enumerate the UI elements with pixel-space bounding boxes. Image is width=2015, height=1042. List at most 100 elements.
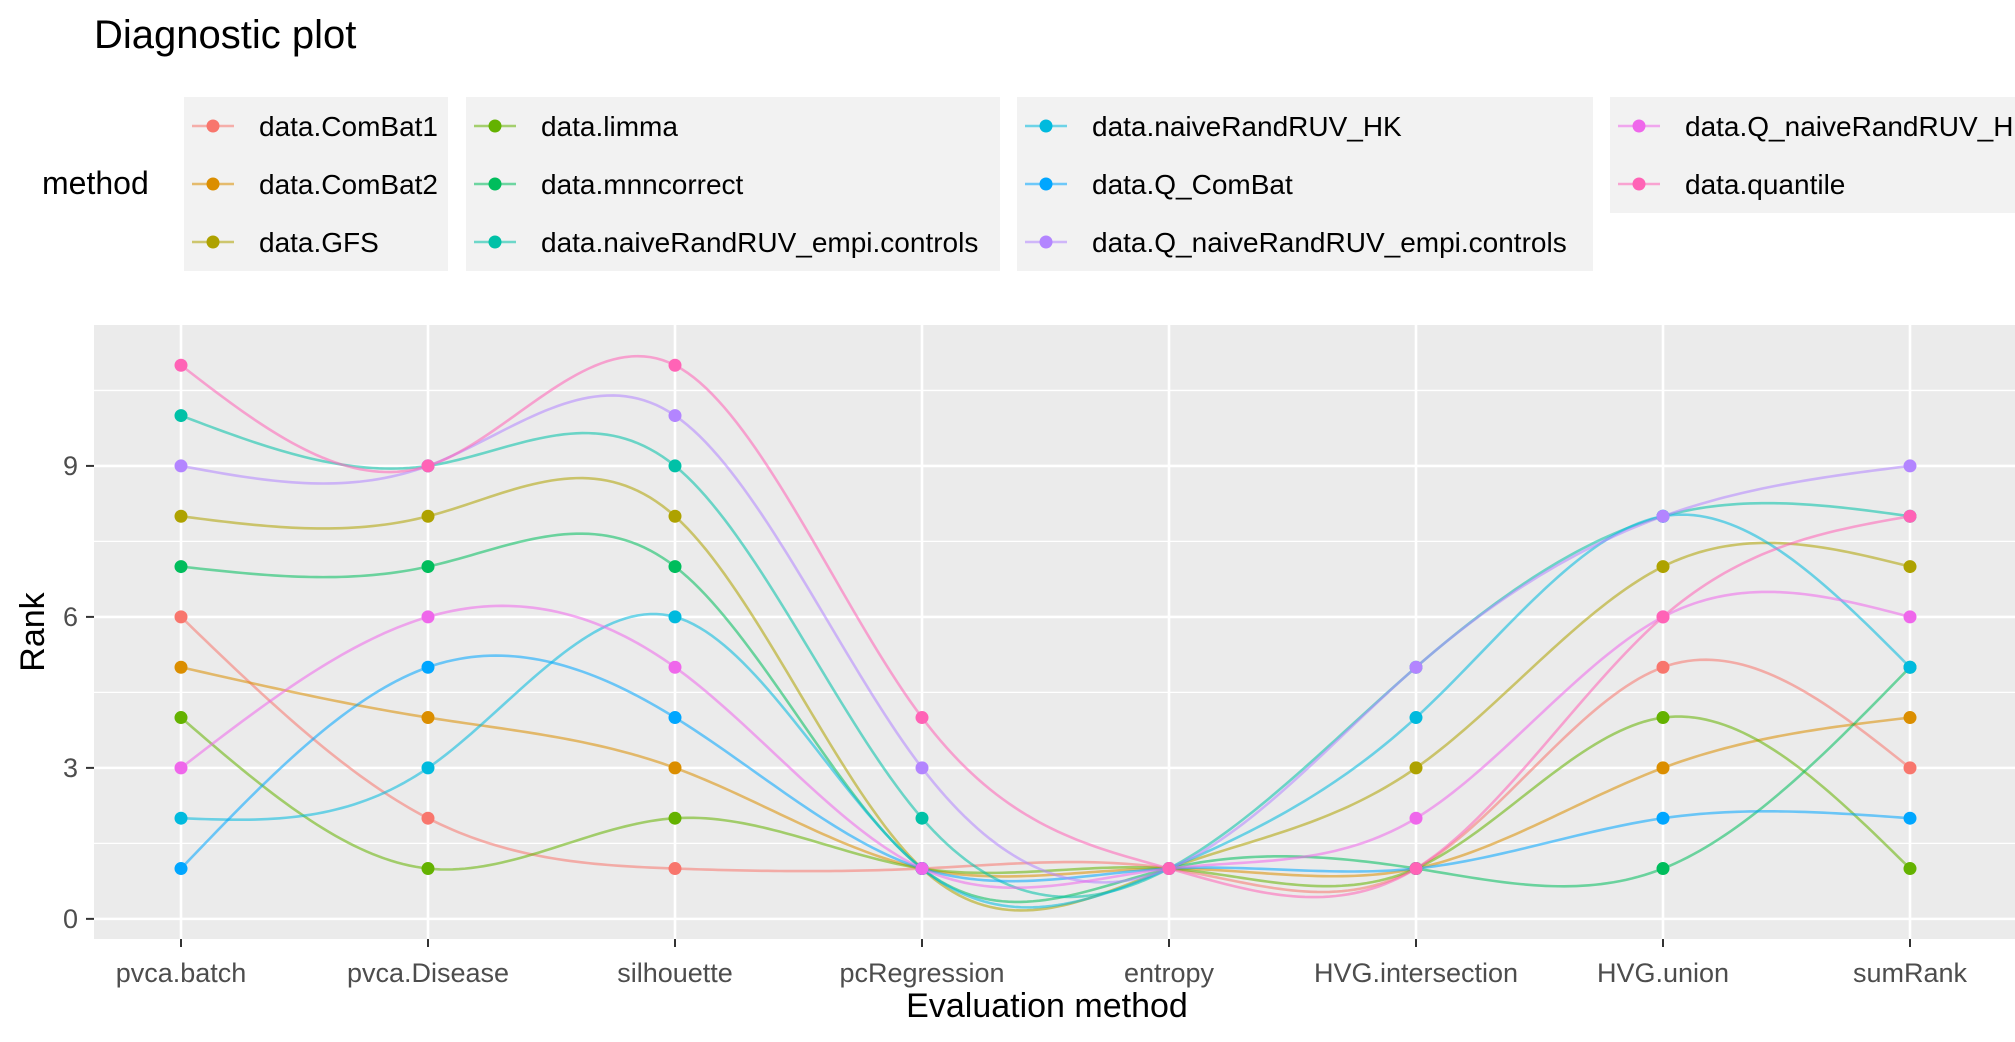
legend-label-data-combat1: data.ComBat1 [259,111,438,142]
point-data-limma-pvca-disease [421,862,435,876]
point-data-q-naiverandruv-empi-controls-pvca-batch [174,459,188,473]
legend-label-data-q-naiverandruv-empi-controls: data.Q_naiveRandRUV_empi.controls [1092,227,1567,258]
x-axis-title: Evaluation method [906,987,1188,1025]
y-tick-label: 0 [63,904,78,934]
legend-key-point [1632,177,1646,191]
legend-label-data-limma: data.limma [541,111,678,142]
legend-title: method [42,165,149,201]
point-data-gfs-hvg-intersection [1409,761,1423,775]
series-line-data-naiverandruv-hk [180,513,1911,909]
point-data-quantile-pvca-disease [421,459,435,473]
point-data-q-naiverandruv-empi-controls-pcregression [915,761,929,775]
series-lines [180,354,1911,912]
x-tick-label-pcregression: pcRegression [839,958,1004,988]
x-tick-label-entropy: entropy [1124,958,1215,988]
x-tick-label-hvg-intersection: HVG.intersection [1314,958,1518,988]
point-data-gfs-pvca-disease [421,509,435,523]
legend-key-point [488,119,502,133]
series-line-data-combat2 [180,665,1911,878]
legend-key-point [1039,177,1053,191]
point-data-limma-sumrank [1903,862,1917,876]
point-data-combat1-pvca-batch [174,610,188,624]
legend-label-data-naiverandruv-hk: data.naiveRandRUV_HK [1092,111,1402,142]
point-data-quantile-pvca-batch [174,358,188,372]
point-data-q-naiverandruv-hk-pvca-batch [174,761,188,775]
point-data-gfs-silhouette [668,509,682,523]
x-axis: pvca.batch pvca.Disease silhouette pcRegres… [116,939,1968,988]
legend-column-bg [466,97,1000,271]
point-data-q-combat-hvg-union [1656,811,1670,825]
point-data-limma-pvca-batch [174,711,188,725]
series-line-data-mnncorrect [180,532,1911,904]
point-data-naiverandruv-hk-pvca-disease [421,761,435,775]
y-tick-label: 9 [63,451,78,481]
point-data-combat1-pvca-disease [421,811,435,825]
x-tick-label-silhouette: silhouette [617,958,733,988]
point-data-gfs-sumrank [1903,560,1917,574]
point-data-q-naiverandruv-hk-hvg-intersection [1409,811,1423,825]
legend-key-point [206,177,220,191]
point-data-combat2-silhouette [668,761,682,775]
point-data-q-naiverandruv-hk-pcregression [915,862,929,876]
point-data-combat2-hvg-union [1656,761,1670,775]
point-data-naiverandruv-hk-hvg-intersection [1409,711,1423,725]
chart-title: Diagnostic plot [94,13,356,57]
point-data-quantile-entropy [1162,862,1176,876]
series-line-data-combat1 [180,615,1911,894]
point-data-combat1-hvg-union [1656,660,1670,674]
point-data-quantile-hvg-intersection [1409,862,1423,876]
x-tick-label-hvg-union: HVG.union [1597,958,1729,988]
point-data-gfs-hvg-union [1656,560,1670,574]
point-data-limma-silhouette [668,811,682,825]
y-tick-label: 6 [63,602,78,632]
y-axis: 0 3 6 9 [63,451,94,934]
point-data-q-naiverandruv-empi-controls-hvg-intersection [1409,660,1423,674]
point-data-mnncorrect-pvca-disease [421,560,435,574]
legend-label-data-combat2: data.ComBat2 [259,169,438,200]
point-data-combat2-sumrank [1903,711,1917,725]
point-data-naiverandruv-hk-sumrank [1903,660,1917,674]
point-data-q-naiverandruv-empi-controls-sumrank [1903,459,1917,473]
series-line-data-gfs [180,476,1911,912]
series-line-data-q-combat [180,654,1911,883]
legend-label-data-mnncorrect: data.mnncorrect [541,169,744,200]
legend-label-data-gfs: data.GFS [259,227,379,258]
point-data-mnncorrect-silhouette [668,560,682,574]
legend-key-point [1632,119,1646,133]
point-data-combat2-pvca-batch [174,660,188,674]
point-data-combat2-pvca-disease [421,711,435,725]
point-data-q-naiverandruv-empi-controls-hvg-union [1656,509,1670,523]
point-data-q-combat-sumrank [1903,811,1917,825]
legend-label-data-q-combat: data.Q_ComBat [1092,169,1293,200]
x-tick-label-pvca-batch: pvca.batch [116,958,247,988]
legend-key-point [1039,235,1053,249]
point-data-q-naiverandruv-hk-silhouette [668,660,682,674]
data-points [174,358,1917,876]
point-data-combat1-silhouette [668,862,682,876]
point-data-combat1-sumrank [1903,761,1917,775]
point-data-quantile-sumrank [1903,509,1917,523]
grid-lines [94,325,2015,939]
y-axis-title: Rank [14,591,52,671]
y-tick-label: 3 [63,753,78,783]
series-line-data-q-naiverandruv-hk [180,590,1911,890]
point-data-q-combat-pvca-batch [174,862,188,876]
series-line-data-quantile [180,354,1911,899]
point-data-quantile-hvg-union [1656,610,1670,624]
point-data-q-naiverandruv-empi-controls-silhouette [668,409,682,423]
point-data-q-naiverandruv-hk-sumrank [1903,610,1917,624]
point-data-naiverandruv-empi-controls-silhouette [668,459,682,473]
legend-key-point [1039,119,1053,133]
point-data-naiverandruv-empi-controls-pcregression [915,811,929,825]
legend-label-data-q-naiverandruv-hk: data.Q_naiveRandRUV_HK [1685,111,2015,142]
point-data-gfs-pvca-batch [174,509,188,523]
point-data-q-naiverandruv-hk-pvca-disease [421,610,435,624]
point-data-limma-hvg-union [1656,711,1670,725]
point-data-mnncorrect-pvca-batch [174,560,188,574]
legend-column-bg [1610,97,2015,213]
plot-panel [94,325,2015,939]
point-data-q-combat-pvca-disease [421,660,435,674]
x-tick-label-pvca-disease: pvca.Disease [347,958,509,988]
point-data-naiverandruv-hk-silhouette [668,610,682,624]
